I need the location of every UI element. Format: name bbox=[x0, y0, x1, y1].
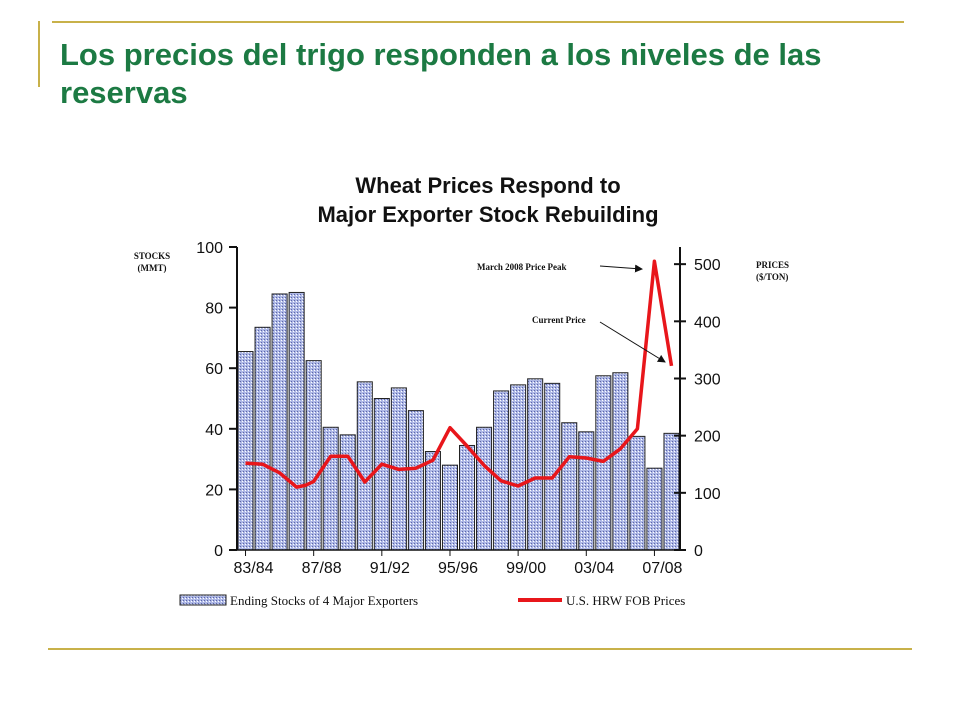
right-tick-label: 400 bbox=[694, 314, 721, 331]
x-axis-ticks: 83/84 87/88 91/92 95/96 99/00 03/04 07/08 bbox=[233, 550, 683, 577]
legend-label-stocks: Ending Stocks of 4 Major Exporters bbox=[230, 593, 418, 608]
stock-bar-94-95 bbox=[424, 451, 441, 551]
right-tick-label: 0 bbox=[694, 543, 703, 560]
annotation-current-price-arrow bbox=[599, 321, 666, 363]
right-axis-ticks: 0 100 200 300 400 500 bbox=[674, 257, 721, 560]
stock-bar-93-94 bbox=[407, 410, 424, 551]
x-tick-label: 03/04 bbox=[574, 560, 614, 577]
stock-bar-91-92 bbox=[373, 398, 390, 551]
right-tick-label: 100 bbox=[694, 486, 721, 503]
left-tick-label: 80 bbox=[205, 301, 223, 318]
left-tick-label: 60 bbox=[205, 361, 223, 378]
stock-bar-01-02 bbox=[544, 382, 561, 551]
legend-label-prices: U.S. HRW FOB Prices bbox=[566, 593, 685, 608]
stock-bar-96-97 bbox=[459, 444, 476, 551]
chart-title: Wheat Prices Respond to bbox=[355, 173, 620, 198]
left-tick-label: 40 bbox=[205, 422, 223, 439]
right-axis-label-line2: ($/TON) bbox=[756, 272, 788, 282]
stock-bar-85-86 bbox=[271, 293, 288, 551]
stock-bar-98-99 bbox=[493, 390, 510, 551]
annotation-price-peak: March 2008 Price Peak bbox=[477, 262, 567, 272]
left-axis-ticks: 0 20 40 60 80 100 bbox=[196, 240, 237, 560]
stock-bar-88-89 bbox=[322, 426, 339, 551]
stock-bar-06-07 bbox=[629, 435, 646, 551]
stock-bar-95-96 bbox=[441, 464, 459, 551]
right-tick-label: 500 bbox=[694, 257, 721, 274]
stock-bar-87-88 bbox=[305, 360, 322, 551]
stock-bars bbox=[237, 291, 680, 551]
stock-bar-86-87 bbox=[288, 291, 305, 551]
left-axis-label-line1: STOCKS bbox=[134, 251, 170, 261]
stock-bar-99-00 bbox=[510, 384, 527, 551]
x-tick-label: 07/08 bbox=[642, 560, 682, 577]
stock-bar-02-03 bbox=[561, 422, 578, 551]
right-tick-label: 300 bbox=[694, 371, 721, 388]
x-tick-label: 83/84 bbox=[233, 560, 273, 577]
right-axis-label-line1: PRICES bbox=[756, 260, 789, 270]
price-line bbox=[245, 259, 674, 489]
stock-bar-05-06 bbox=[612, 372, 629, 551]
left-axis-label-line2: (MMT) bbox=[138, 263, 167, 273]
x-tick-label: 99/00 bbox=[506, 560, 546, 577]
top-rule bbox=[52, 21, 904, 23]
chart-subtitle: Major Exporter Stock Rebuilding bbox=[317, 202, 658, 227]
x-tick-label: 91/92 bbox=[370, 560, 410, 577]
bottom-rule bbox=[48, 648, 912, 650]
stock-bar-84-85 bbox=[254, 326, 271, 551]
stock-bar-08-09 bbox=[663, 432, 680, 551]
stock-bar-83-84 bbox=[237, 351, 254, 551]
left-rule bbox=[38, 21, 40, 87]
stock-bar-03-04 bbox=[578, 431, 595, 551]
annotation-price-peak-arrow bbox=[599, 264, 643, 273]
stock-bar-97-98 bbox=[476, 426, 493, 551]
right-tick-label: 200 bbox=[694, 429, 721, 446]
stock-bar-90-91 bbox=[356, 381, 373, 551]
legend-swatch-stocks bbox=[179, 594, 227, 606]
annotation-current-price: Current Price bbox=[532, 315, 586, 325]
stock-bar-07-08 bbox=[646, 467, 663, 551]
x-tick-label: 87/88 bbox=[302, 560, 342, 577]
left-tick-label: 100 bbox=[196, 240, 223, 257]
slide-title: Los precios del trigo responden a los ni… bbox=[60, 37, 822, 110]
x-tick-label: 95/96 bbox=[438, 560, 478, 577]
left-tick-label: 20 bbox=[205, 482, 223, 499]
left-tick-label: 0 bbox=[214, 543, 223, 560]
stock-bar-00-01 bbox=[527, 378, 544, 551]
stock-bar-89-90 bbox=[339, 434, 356, 551]
